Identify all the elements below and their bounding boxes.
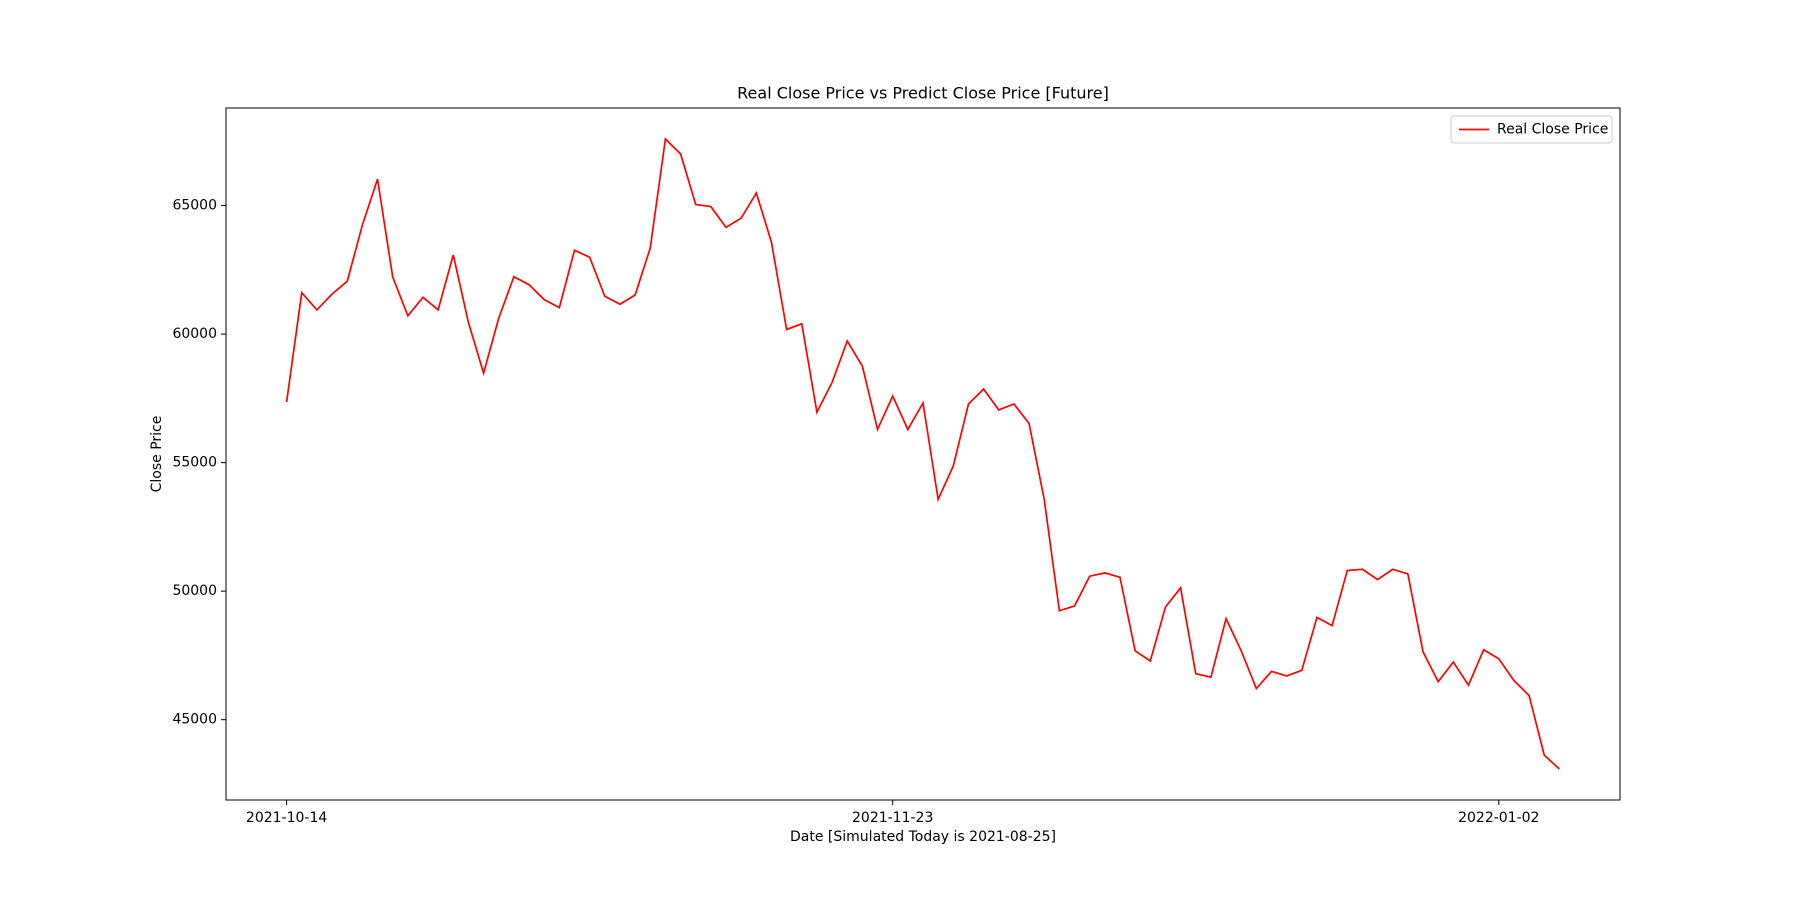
- data-line: [285, 137, 1560, 770]
- plot-frame: [225, 107, 1621, 801]
- chart-title: Real Close Price vs Predict Close Price …: [737, 84, 1109, 103]
- y-tick-label: 65000: [172, 198, 217, 214]
- x-tick-label: 2022-01-02: [1458, 810, 1539, 826]
- legend: Real Close Price: [1450, 115, 1613, 144]
- x-tick-label: 2021-10-14: [246, 810, 327, 826]
- x-tick-label: 2021-11-23: [852, 810, 933, 826]
- y-tick-label: 60000: [172, 326, 217, 342]
- y-tick-label: 45000: [172, 712, 217, 728]
- legend-box: [1450, 115, 1613, 144]
- legend-label: Real Close Price: [1497, 122, 1608, 138]
- x-axis-label: Date [Simulated Today is 2021-08-25]: [790, 829, 1056, 845]
- y-tick-label: 50000: [172, 583, 217, 599]
- y-axis-label: Close Price: [149, 416, 165, 493]
- y-tick-label: 55000: [172, 455, 217, 471]
